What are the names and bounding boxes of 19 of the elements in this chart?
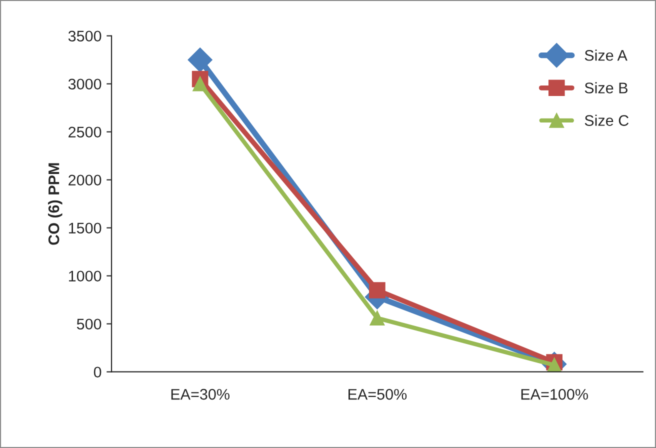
point xyxy=(188,48,212,72)
y-tick-label: 2000 xyxy=(68,174,102,186)
legend-label: Size C xyxy=(584,114,629,126)
legend-label: Size A xyxy=(584,50,628,61)
y-tick-label: 2500 xyxy=(68,126,102,138)
x-tick-label: EA=50% xyxy=(348,388,407,400)
y-tick-label: 1500 xyxy=(68,222,102,234)
y-tick-label: 3500 xyxy=(68,30,102,42)
y-axis-title: CO (6) PPM xyxy=(48,163,62,245)
y-tick-label: 500 xyxy=(76,318,102,330)
point xyxy=(369,282,386,298)
point xyxy=(192,76,208,92)
x-tick-label: EA=100% xyxy=(521,388,588,400)
x-tick-label: EA=30% xyxy=(171,388,230,400)
y-tick-label: 1000 xyxy=(68,270,102,282)
point xyxy=(370,310,385,326)
y-tick-label: 0 xyxy=(94,366,102,378)
legend-label: Size B xyxy=(584,82,628,94)
y-tick-label: 3000 xyxy=(68,78,102,90)
